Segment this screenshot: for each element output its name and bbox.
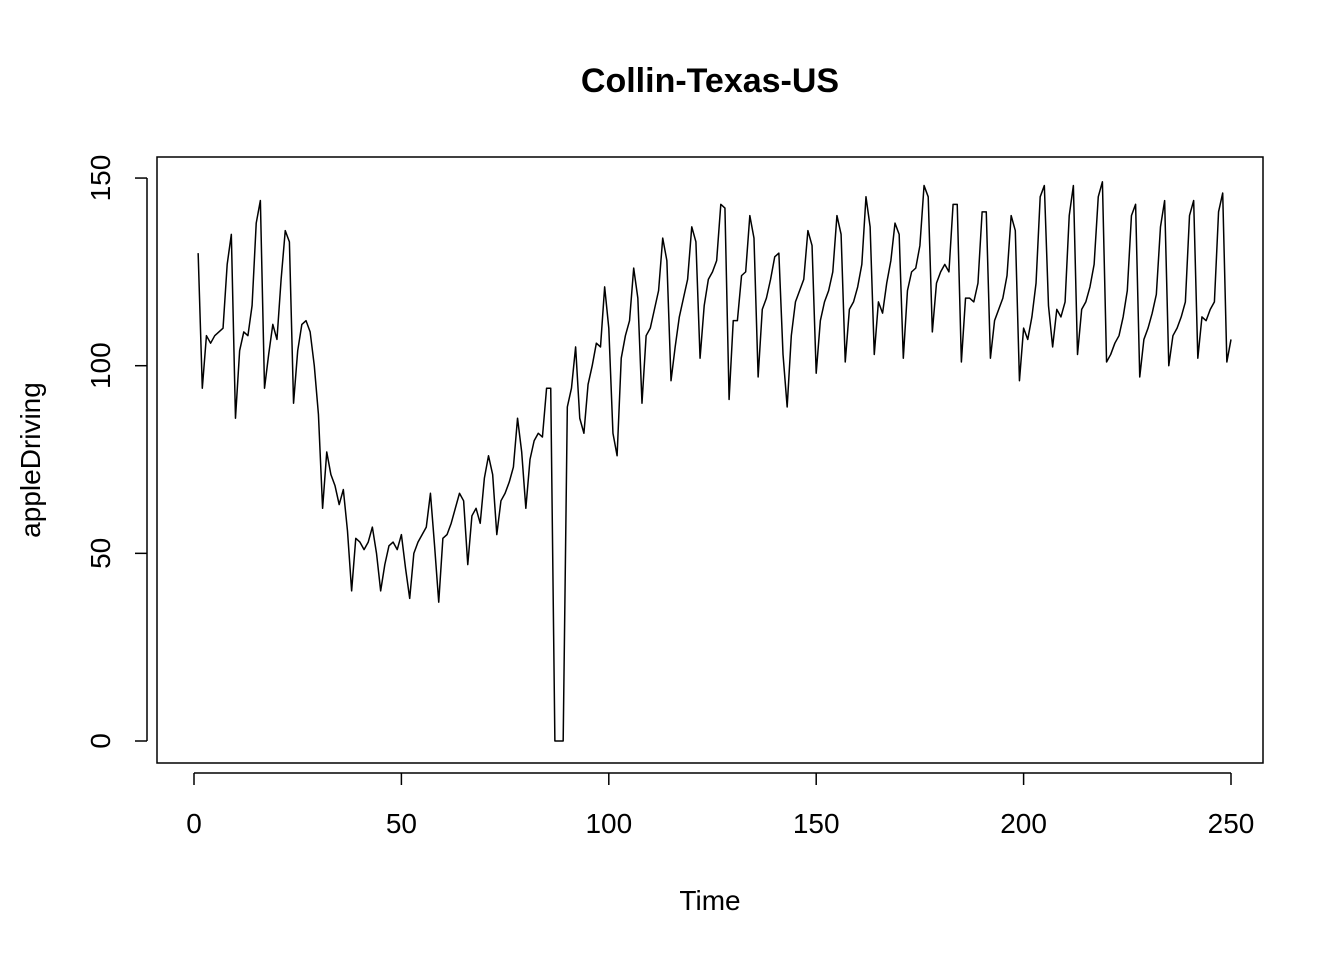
y-tick-label: 150 (85, 155, 116, 202)
y-tick-label: 50 (85, 538, 116, 569)
y-axis: 0 50 100 150 (85, 155, 148, 749)
plot-area (197, 181, 1232, 742)
x-tick-label: 250 (1208, 808, 1255, 839)
x-tick-label: 0 (186, 808, 202, 839)
x-tick-label: 50 (386, 808, 417, 839)
x-tick-label: 200 (1000, 808, 1047, 839)
chart-title: Collin-Texas-US (581, 62, 839, 100)
x-axis: 0 50 100 150 200 250 (186, 772, 1255, 839)
y-tick-label: 100 (85, 342, 116, 389)
plot-frame (156, 156, 1264, 764)
y-axis-label: appleDriving (15, 382, 46, 538)
series-line (197, 181, 1232, 742)
y-tick-label: 0 (85, 733, 116, 749)
x-tick-label: 150 (793, 808, 840, 839)
x-axis-label: Time (679, 885, 740, 916)
x-tick-label: 100 (585, 808, 632, 839)
